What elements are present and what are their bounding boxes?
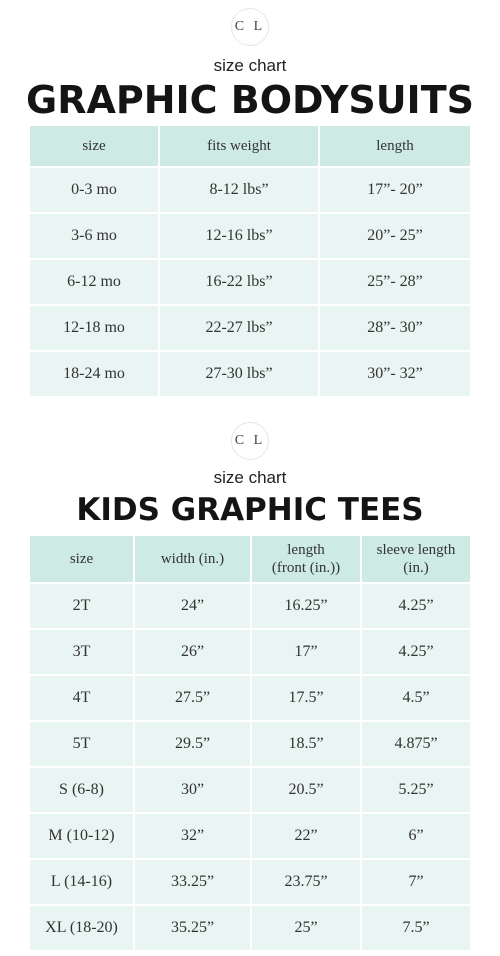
table-cell: 16.25” [252, 584, 362, 628]
table-cell: 22-27 lbs” [160, 306, 320, 350]
brand-logo: C L [231, 422, 269, 460]
bodysuits-title: GRAPHIC BODYSUITS [26, 78, 474, 122]
tees-size-table: size width (in.) length (front (in.)) sl… [30, 536, 470, 952]
table-row: 4T 27.5” 17.5” 4.5” [30, 676, 470, 722]
table-row: 5T 29.5” 18.5” 4.875” [30, 722, 470, 768]
tees-subtitle: size chart [213, 468, 287, 487]
table-cell: 12-16 lbs” [160, 214, 320, 258]
table-cell: 23.75” [252, 860, 362, 904]
table-cell: 29.5” [135, 722, 252, 766]
header-cell-size: size [30, 126, 160, 166]
table-cell: 18-24 mo [30, 352, 160, 396]
table-cell: 12-18 mo [30, 306, 160, 350]
table-cell: 20.5” [252, 768, 362, 812]
table-row: XL (18-20) 35.25” 25” 7.5” [30, 906, 470, 952]
table-cell: 3-6 mo [30, 214, 160, 258]
header-cell-fits-weight: fits weight [160, 126, 320, 166]
table-cell: 27.5” [135, 676, 252, 720]
table-header-row: size fits weight length [30, 126, 470, 168]
table-cell: 22” [252, 814, 362, 858]
table-cell: 25” [252, 906, 362, 950]
header-cell-width: width (in.) [135, 536, 252, 582]
table-cell: 4.25” [398, 597, 434, 614]
bodysuits-subtitle: size chart [213, 56, 287, 75]
table-cell: 7.5” [402, 919, 430, 936]
table-cell: M (10-12) [30, 814, 135, 858]
table-row: M (10-12) 32” 22” 6” [30, 814, 470, 860]
table-row: 0-3 mo 8-12 lbs” 17”- 20” [30, 168, 470, 214]
table-cell: 32” [135, 814, 252, 858]
table-cell: 3T [30, 630, 135, 674]
table-cell: 4T [30, 676, 135, 720]
table-cell: S (6-8) [30, 768, 135, 812]
header-cell-length: length (front (in.)) [252, 536, 362, 582]
table-cell: 20”- 25” [367, 227, 423, 244]
table-cell: 16-22 lbs” [160, 260, 320, 304]
table-cell: 33.25” [135, 860, 252, 904]
table-cell: 6-12 mo [30, 260, 160, 304]
table-cell: 26” [135, 630, 252, 674]
table-cell: 0-3 mo [30, 168, 160, 212]
table-cell: 25”- 28” [367, 273, 423, 290]
table-cell: 35.25” [135, 906, 252, 950]
table-cell: 17” [252, 630, 362, 674]
table-row: L (14-16) 33.25” 23.75” 7” [30, 860, 470, 906]
table-cell: 30”- 32” [367, 365, 423, 382]
table-cell: 8-12 lbs” [160, 168, 320, 212]
table-row: 12-18 mo 22-27 lbs” 28”- 30” [30, 306, 470, 352]
header-cell-length: length [376, 138, 414, 154]
table-row: 2T 24” 16.25” 4.25” [30, 584, 470, 630]
table-cell: 7” [408, 873, 424, 890]
table-cell: 27-30 lbs” [160, 352, 320, 396]
table-cell: 5.25” [398, 781, 434, 798]
table-cell: 17.5” [252, 676, 362, 720]
table-cell: 4.25” [398, 643, 434, 660]
logo-text: C L [234, 433, 266, 448]
brand-logo: C L [231, 8, 269, 46]
table-cell: L (14-16) [30, 860, 135, 904]
table-cell: 6” [408, 827, 424, 844]
tees-title: KIDS GRAPHIC TEES [76, 492, 424, 528]
header-cell-sleeve-length: sleeve length (in.) [376, 542, 456, 576]
table-cell: 17”- 20” [367, 181, 423, 198]
table-cell: 18.5” [252, 722, 362, 766]
table-cell: 4.875” [394, 735, 438, 752]
table-cell: 24” [135, 584, 252, 628]
table-header-row: size width (in.) length (front (in.)) sl… [30, 536, 470, 584]
table-cell: 4.5” [402, 689, 430, 706]
table-row: S (6-8) 30” 20.5” 5.25” [30, 768, 470, 814]
table-cell: 2T [30, 584, 135, 628]
table-body: 0-3 mo 8-12 lbs” 17”- 20” 3-6 mo 12-16 lbs” 2… [30, 168, 470, 398]
table-row: 18-24 mo 27-30 lbs” 30”- 32” [30, 352, 470, 398]
table-body: 2T 24” 16.25” 4.25” 3T 26” 17” 4.25” 4T 27.5” 17.5… [30, 584, 470, 952]
header-cell-size: size [30, 536, 135, 582]
table-cell: 30” [135, 768, 252, 812]
table-cell: 5T [30, 722, 135, 766]
table-cell: 28”- 30” [367, 319, 423, 336]
table-row: 3T 26” 17” 4.25” [30, 630, 470, 676]
logo-text: C L [234, 19, 266, 34]
table-row: 6-12 mo 16-22 lbs” 25”- 28” [30, 260, 470, 306]
table-cell: XL (18-20) [30, 906, 135, 950]
table-row: 3-6 mo 12-16 lbs” 20”- 25” [30, 214, 470, 260]
bodysuits-size-table: size fits weight length 0-3 mo 8-12 lbs” 1… [30, 126, 470, 398]
